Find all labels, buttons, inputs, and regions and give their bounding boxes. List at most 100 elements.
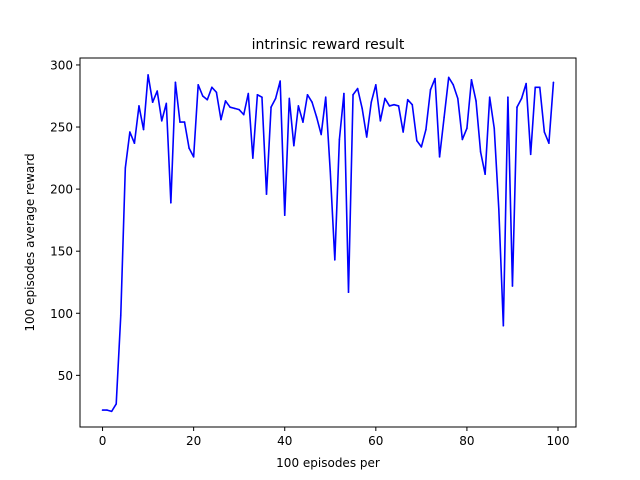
chart-title: intrinsic reward result [252, 37, 405, 53]
data-point [165, 102, 168, 105]
data-point [457, 97, 459, 100]
data-point [147, 74, 149, 76]
y-tick-label: 200 [50, 183, 73, 197]
data-point [443, 116, 445, 118]
data-point [297, 105, 300, 107]
data-point [215, 91, 218, 94]
data-point [525, 82, 527, 85]
x-axis-label: 100 episodes per [276, 456, 380, 470]
data-point [420, 146, 423, 148]
x-tick-label: 0 [99, 434, 107, 448]
data-point [101, 409, 104, 411]
data-point [507, 96, 509, 99]
data-point [461, 138, 464, 141]
data-point [170, 201, 172, 204]
data-point [119, 314, 122, 317]
data-point [110, 410, 113, 413]
data-point [384, 97, 386, 100]
data-point [406, 98, 409, 101]
data-point [488, 96, 491, 99]
data-point [493, 127, 496, 130]
x-tick-label: 60 [368, 434, 383, 448]
data-point [179, 121, 181, 123]
data-point [242, 113, 245, 116]
data-point [197, 84, 199, 86]
x-axis-ticks: 0 20 40 60 80 100 [99, 427, 570, 448]
data-point [329, 170, 332, 173]
data-point [274, 97, 277, 100]
data-point [479, 151, 482, 153]
data-point [352, 93, 354, 96]
data-point [256, 93, 259, 96]
data-point [252, 157, 254, 159]
data-point [447, 76, 450, 79]
data-point [133, 142, 136, 144]
x-tick-label: 80 [459, 434, 474, 448]
data-point [206, 98, 209, 101]
data-point [311, 101, 313, 103]
plot-area [79, 57, 577, 428]
data-point [429, 88, 432, 91]
data-point [538, 86, 541, 89]
data-point [293, 144, 295, 147]
data-point [475, 100, 477, 102]
data-point [283, 214, 286, 216]
reward-series-line [102, 74, 555, 413]
data-point [160, 120, 163, 122]
data-point [520, 97, 523, 100]
data-point [548, 142, 550, 144]
x-tick-label: 40 [277, 434, 292, 448]
data-point [261, 96, 263, 99]
data-point [138, 105, 140, 107]
x-tick-label: 100 [547, 434, 570, 448]
data-point [552, 81, 555, 84]
data-point [361, 107, 363, 110]
data-point [511, 285, 514, 287]
data-point [270, 106, 272, 108]
data-point [151, 101, 154, 103]
data-point [466, 127, 468, 130]
data-point [484, 173, 486, 176]
data-point [220, 118, 222, 121]
data-point [124, 167, 127, 169]
data-point [388, 105, 391, 107]
data-point [142, 128, 145, 131]
data-point [416, 139, 418, 142]
data-point [115, 403, 118, 405]
axes-frame [79, 57, 577, 428]
data-point [370, 101, 373, 103]
data-point [402, 131, 404, 133]
data-point [211, 86, 213, 89]
data-point [516, 106, 518, 108]
data-point [265, 193, 268, 195]
y-tick-label: 300 [50, 58, 73, 72]
data-point [529, 153, 532, 156]
data-point [411, 103, 414, 106]
data-point [233, 107, 236, 110]
data-point [438, 156, 441, 158]
data-point [379, 120, 382, 122]
data-point [365, 136, 368, 138]
data-point [315, 116, 318, 118]
data-point [320, 133, 322, 136]
data-point [174, 81, 177, 84]
data-point [534, 86, 537, 89]
data-point [356, 87, 359, 90]
data-point [238, 108, 240, 111]
data-point [156, 90, 158, 92]
y-tick-label: 50 [58, 369, 73, 383]
data-point [129, 131, 131, 133]
data-point [334, 259, 336, 261]
data-point [229, 106, 231, 108]
data-point [470, 79, 473, 81]
data-point [452, 84, 455, 86]
y-axis-ticks: 50 100 150 200 250 300 [50, 58, 80, 383]
data-point [279, 80, 281, 82]
data-point [375, 84, 377, 86]
data-point [498, 208, 500, 210]
data-point [288, 97, 291, 100]
data-point [397, 105, 400, 107]
data-point [201, 95, 204, 97]
data-points [101, 74, 555, 413]
